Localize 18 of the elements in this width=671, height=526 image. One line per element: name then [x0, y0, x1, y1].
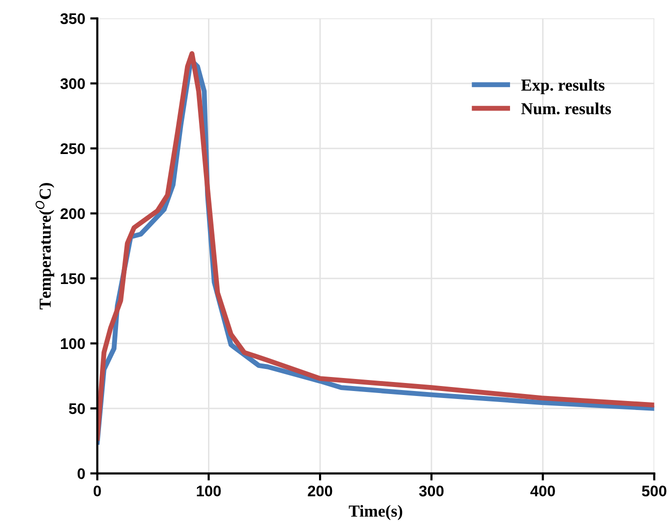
- x-tick-label: 400: [530, 486, 555, 496]
- x-axis-title: Time(s): [348, 505, 402, 520]
- x-tick-label: 500: [642, 486, 666, 496]
- y-tick-label: 150: [60, 273, 85, 284]
- x-tick-label: 0: [94, 486, 101, 496]
- y-tick-label: 100: [60, 338, 85, 350]
- x-tick-label: 100: [196, 486, 221, 496]
- legend-label: Exp. results: [521, 79, 604, 94]
- y-tick-label: 50: [68, 403, 85, 414]
- x-tick-label: 200: [308, 486, 332, 496]
- y-tick-label: 200: [60, 208, 85, 220]
- y-tick-label: 250: [60, 143, 85, 154]
- x-tick-label: 300: [419, 486, 444, 496]
- y-axis-title: Temperature($^{O}$C): [36, 183, 54, 310]
- y-tick-label: 350: [60, 13, 85, 24]
- y-tick-label: 0: [78, 468, 85, 480]
- legend-label: Num. results: [521, 102, 611, 114]
- y-tick-label: 300: [60, 78, 85, 90]
